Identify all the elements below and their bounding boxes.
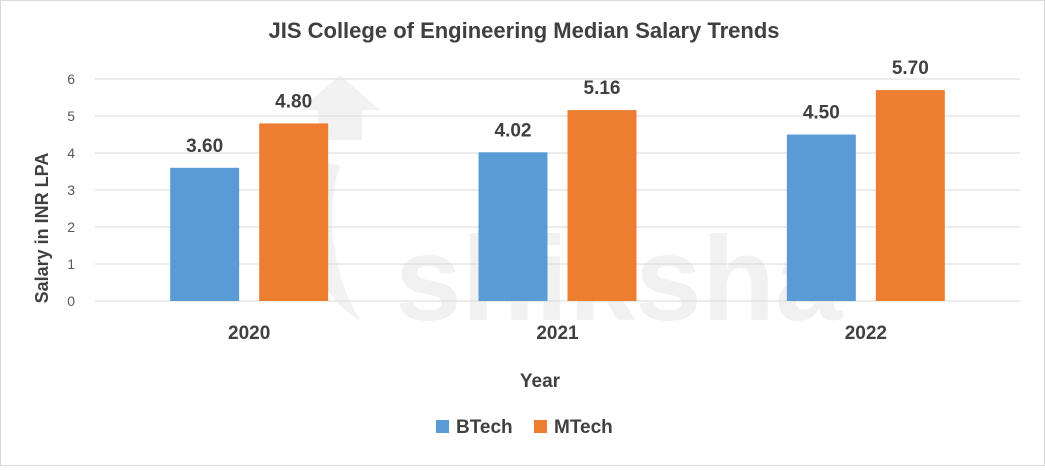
- legend-swatch-mtech: [534, 420, 547, 433]
- data-label: 4.02: [495, 120, 532, 141]
- x-tick-label: 2021: [536, 323, 579, 344]
- x-tick-label: 2020: [228, 323, 270, 344]
- bar-btech-2020: [170, 167, 240, 301]
- x-tick-labels: 2020 2021 2022: [228, 323, 887, 344]
- data-label: 5.70: [892, 58, 929, 79]
- y-tick-labels: 0 1 2 3 4 5 6: [67, 71, 75, 309]
- bar-mtech-2022: [875, 90, 945, 301]
- bars: [170, 90, 945, 302]
- data-label: 3.60: [186, 136, 223, 157]
- bar-btech-2021: [478, 152, 548, 301]
- y-tick-label: 1: [67, 256, 75, 272]
- legend-label-btech: BTech: [456, 417, 513, 438]
- gridlines: [95, 78, 1020, 302]
- data-label: 4.80: [275, 91, 312, 112]
- legend: BTech MTech: [436, 417, 613, 438]
- shiksha-watermark: shiksha: [298, 75, 843, 346]
- y-axis-label: Salary in INR LPA: [32, 153, 52, 304]
- y-tick-label: 3: [67, 182, 75, 198]
- y-tick-label: 6: [67, 71, 75, 87]
- x-axis-label: Year: [520, 371, 561, 392]
- data-labels: 3.60 4.80 4.02 5.16 4.50 5.70: [186, 58, 929, 157]
- chart-title: JIS College of Engineering Median Salary…: [268, 18, 779, 43]
- y-tick-label: 4: [67, 145, 75, 161]
- bar-mtech-2020: [259, 123, 329, 302]
- data-label: 4.50: [803, 103, 840, 124]
- legend-label-mtech: MTech: [554, 417, 613, 438]
- y-tick-label: 2: [67, 219, 75, 235]
- y-tick-label: 5: [67, 108, 75, 124]
- x-tick-label: 2022: [845, 323, 887, 344]
- bar-btech-2022: [786, 134, 856, 301]
- data-label: 5.16: [584, 78, 621, 99]
- legend-swatch-btech: [436, 420, 449, 433]
- bar-mtech-2021: [567, 110, 637, 301]
- y-tick-label: 0: [67, 293, 75, 309]
